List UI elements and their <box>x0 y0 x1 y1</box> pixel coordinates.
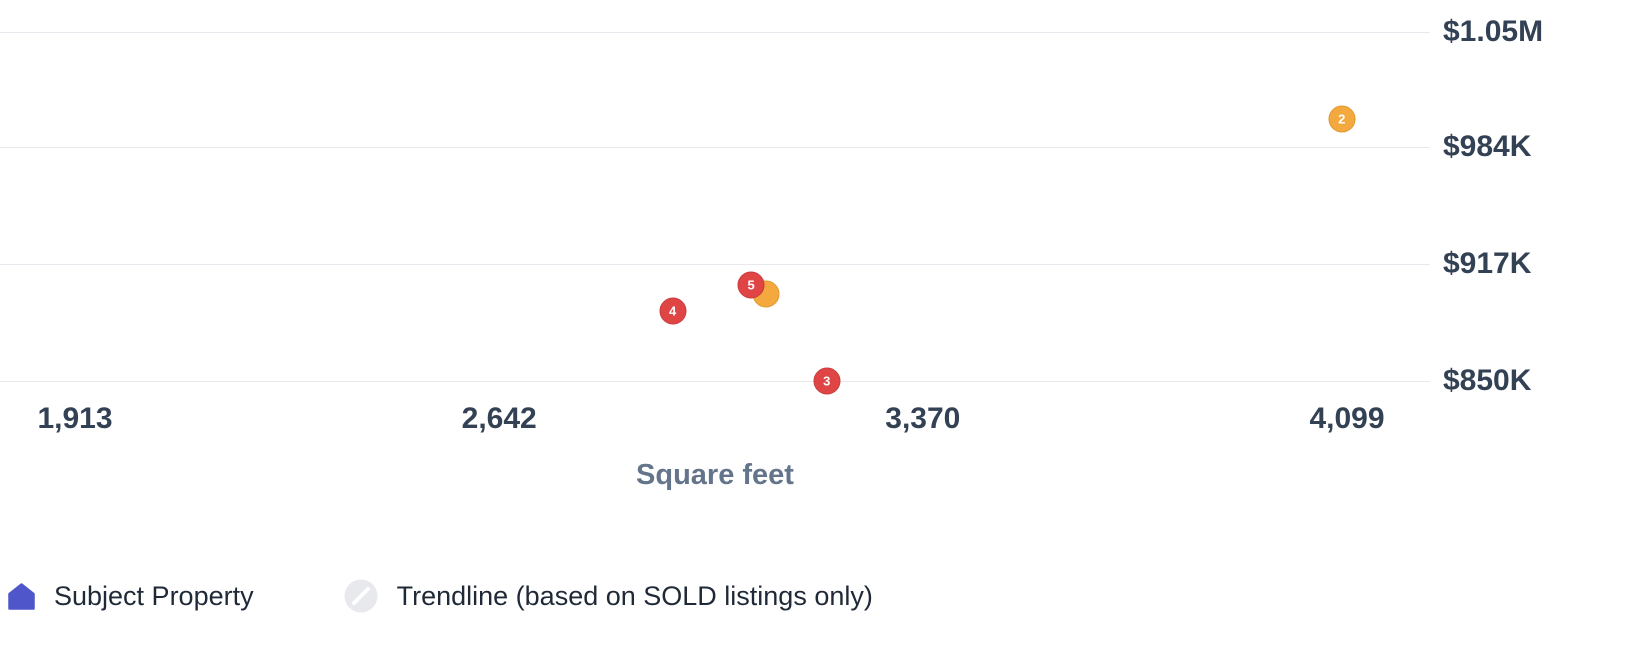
data-point-2[interactable]: 2 <box>1328 105 1356 133</box>
data-point-3[interactable]: 3 <box>813 367 841 395</box>
data-point-5[interactable]: 5 <box>737 271 765 299</box>
x-axis-tick-label: 1,913 <box>37 402 113 435</box>
legend-label-subject-property: Subject Property <box>54 580 254 611</box>
x-axis-tick-label: 4,099 <box>1309 402 1385 435</box>
legend-item-trendline: Trendline (based on SOLD listings only) <box>344 579 873 613</box>
y-axis-tick-label: $917K <box>1443 247 1532 281</box>
gridline <box>0 32 1430 33</box>
y-axis-tick-label: $1.05M <box>1443 15 1544 48</box>
gridline <box>0 147 1430 149</box>
gridline <box>0 264 1430 266</box>
legend-label-trendline: Trendline (based on SOLD listings only) <box>396 580 873 611</box>
subject-property-house-icon <box>8 582 35 610</box>
gridline <box>0 381 1430 382</box>
x-axis-tick-label: 2,642 <box>461 402 537 435</box>
chart-legend: Subject Property Trendline (based on SOL… <box>8 577 873 615</box>
x-axis-title: Square feet <box>636 459 794 491</box>
y-axis-tick-label: $850K <box>1443 364 1532 397</box>
y-axis-tick-label: $984K <box>1443 130 1532 164</box>
x-axis-tick-label: 3,370 <box>885 402 961 435</box>
trendline-icon <box>344 579 378 613</box>
legend-item-subject-property: Subject Property <box>8 581 254 612</box>
data-point-4[interactable]: 4 <box>659 297 687 325</box>
